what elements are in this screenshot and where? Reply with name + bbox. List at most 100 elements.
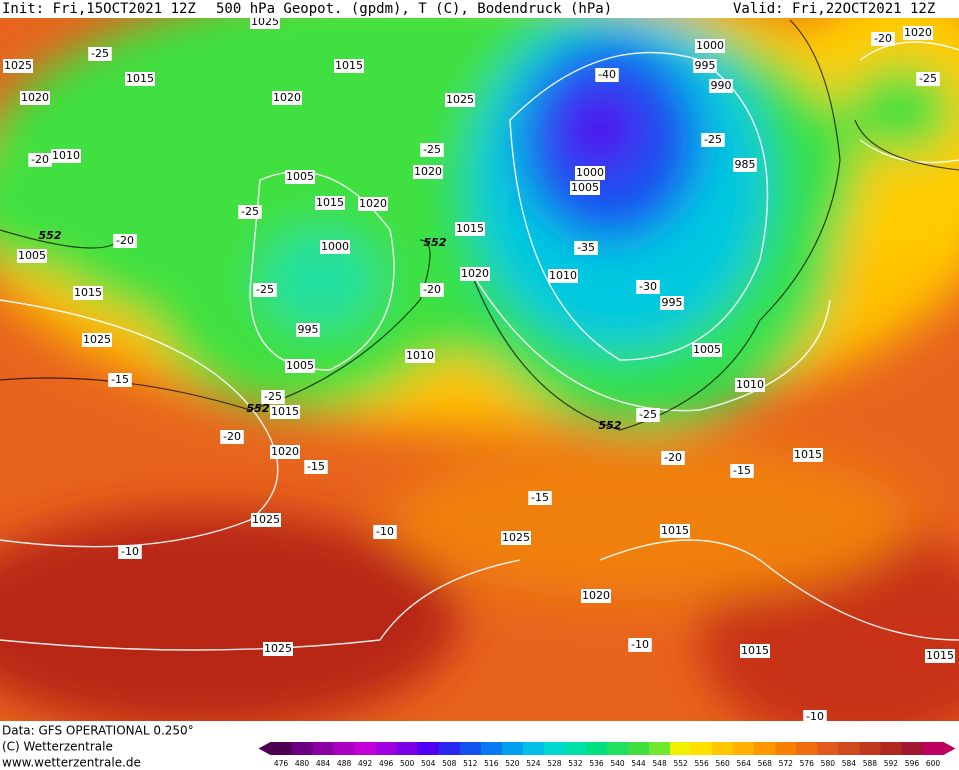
contour-label: 1015: [661, 524, 689, 537]
contour-label: 1005: [286, 170, 314, 183]
label-box: [730, 464, 754, 478]
contour-label: -20: [664, 451, 682, 464]
colorbar-swatch: [564, 742, 587, 755]
contour-label: -25: [423, 143, 441, 156]
colorbar-label: 508: [442, 759, 457, 768]
colorbar-label: 504: [421, 759, 436, 768]
label-box: [253, 283, 277, 297]
contour-label: 1020: [904, 26, 932, 39]
colorbar-label: 524: [526, 759, 541, 768]
init-time: Init: Fri,15OCT2021 12Z: [2, 1, 196, 17]
contour-label: 1020: [582, 589, 610, 602]
label-box: [251, 513, 281, 527]
colorbar-swatch: [459, 742, 482, 755]
contour-label: -15: [307, 460, 325, 473]
label-box: [315, 196, 345, 210]
label-box: [735, 378, 765, 392]
contour-label: 1020: [359, 197, 387, 210]
label-box: [250, 18, 280, 29]
colorbar-label: 552: [673, 759, 688, 768]
website: www.wetterzentrale.de: [2, 756, 141, 770]
contour-label: 985: [735, 158, 756, 171]
label-box: [660, 296, 684, 310]
contour-label: -25: [264, 390, 282, 403]
contour-label: 995: [298, 323, 319, 336]
colorbar-end: [943, 742, 956, 755]
colorbar-label: 584: [842, 759, 857, 768]
contour-label: 1025: [264, 642, 292, 655]
contour-label: 552: [599, 419, 622, 432]
map-area: 1025 1025 1015 1020 1010 1005 1015 1025 -15 -20 10…: [0, 18, 959, 723]
contour-label: 1020: [271, 445, 299, 458]
label-box: [3, 59, 33, 73]
colorbar-label: 520: [505, 759, 520, 768]
colorbar-label: 592: [884, 759, 899, 768]
contour-label: 1010: [736, 378, 764, 391]
contour-label: 1025: [502, 531, 530, 544]
colorbar: 476 480 484 488 492 496 500 504 508 512 516 520 524 5…: [258, 742, 956, 768]
label-box: [803, 710, 827, 721]
contour-label: 1005: [693, 343, 721, 356]
label-box: [871, 32, 895, 46]
label-box: [238, 205, 262, 219]
label-box: [528, 491, 552, 505]
label-box: [628, 638, 652, 652]
label-box: [701, 133, 725, 147]
label-box: [73, 286, 103, 300]
colorbar-label: 544: [631, 759, 646, 768]
colorbar-swatch: [859, 742, 881, 755]
contour-label: 1010: [406, 349, 434, 362]
colorbar-label: 556: [694, 759, 709, 768]
label-box: [358, 197, 388, 211]
contour-label: 1015: [741, 644, 769, 657]
label-box: [636, 408, 660, 422]
colorbar-label: 496: [379, 759, 394, 768]
label-box: [661, 451, 685, 465]
contour-label: 1025: [252, 513, 280, 526]
colorbar-swatch: [522, 742, 545, 755]
colorbar-swatch: [712, 742, 734, 755]
colorbar-label: 540: [610, 759, 625, 768]
contour-label: 552: [39, 229, 62, 242]
label-box: [51, 149, 81, 163]
contour-label: -25: [704, 133, 722, 146]
colorbar-swatch: [670, 742, 692, 755]
contour-label: -30: [639, 280, 657, 293]
label-box: [925, 649, 955, 663]
contour-label: 1015: [456, 222, 484, 235]
contour-label: 552: [247, 402, 270, 415]
colorbar-swatch: [628, 742, 650, 755]
colorbar-label: 476: [274, 759, 289, 768]
label-box: [595, 68, 619, 82]
contour-label: 1020: [414, 165, 442, 178]
colorbar-swatch: [480, 742, 503, 755]
contour-label: -15: [111, 373, 129, 386]
colorbar-label: 572: [779, 759, 794, 768]
colorbar-end: [258, 742, 271, 755]
map-title: 500 hPa Geopot. (gpdm), T (C), Bodendruc…: [216, 1, 612, 17]
copyright: (C) Wetterzentrale: [2, 740, 113, 754]
label-box: [460, 267, 490, 281]
valid-time: Valid: Fri,22OCT2021 12Z: [733, 1, 935, 17]
label-box: [636, 280, 660, 294]
label-box: [692, 343, 722, 357]
contour-labels: 1025 1025 1015 1020 1010 1005 1015 1025 -15 -20 10…: [3, 18, 955, 723]
colorbar-swatch: [691, 742, 713, 755]
colorbar-label: 560: [716, 759, 731, 768]
contour-label: -20: [423, 283, 441, 296]
contour-label: 1000: [696, 39, 724, 52]
contour-label: 1005: [286, 359, 314, 372]
label-box: [270, 405, 300, 419]
colorbar-swatch: [733, 742, 755, 755]
label-box: [420, 143, 444, 157]
label-box: [420, 283, 444, 297]
colorbar-swatch: [607, 742, 629, 755]
label-box: [695, 39, 725, 53]
label-box: [28, 153, 52, 167]
contour-label: -10: [376, 525, 394, 538]
contour-label: 1015: [126, 72, 154, 85]
contour-label: -40: [598, 68, 616, 81]
contour-label: -10: [806, 710, 824, 723]
header-bar: [0, 0, 959, 18]
